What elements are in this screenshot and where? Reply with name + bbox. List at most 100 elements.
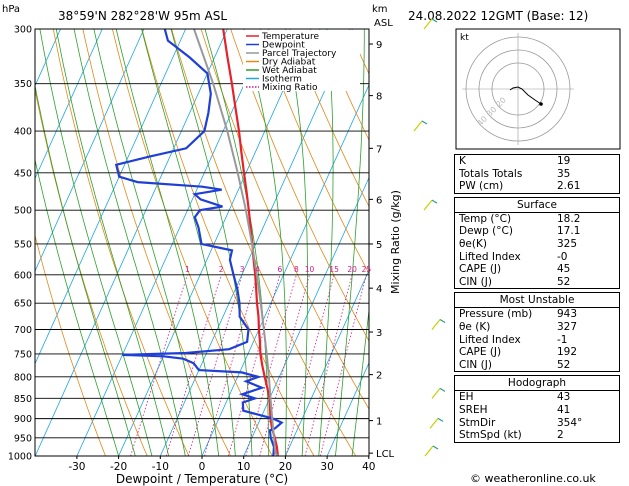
surface-name: CIN (J) xyxy=(459,275,492,288)
height-tick-label: 5 xyxy=(376,240,382,251)
indices-panel: K 19 Totals Totals 35 PW (cm) 2.61 Surface … xyxy=(454,154,620,446)
dry-adiabat-line xyxy=(289,29,369,208)
mixing-ratio-label: 1 xyxy=(185,265,190,274)
index-name: PW (cm) xyxy=(459,180,504,193)
wind-barbs xyxy=(413,18,446,457)
hodo-name: SREH xyxy=(459,403,488,416)
mu-value: 943 xyxy=(557,308,578,321)
wind-barb-flag xyxy=(421,120,428,125)
surface-name: CAPE (J) xyxy=(459,263,502,276)
mixing-ratio-label: 2 xyxy=(219,265,224,274)
datetime-title: 24.08.2022 12GMT (Base: 12) xyxy=(408,9,588,23)
isotherm-line xyxy=(35,29,145,273)
copyright-footer: © weatheronline.co.uk xyxy=(470,472,596,485)
pressure-tick-label: 500 xyxy=(14,206,32,217)
mixing-ratio-line xyxy=(304,274,353,456)
surface-row: Lifted Index -0 xyxy=(455,251,619,264)
surface-name: Temp (°C) xyxy=(459,212,512,225)
mu-value: -1 xyxy=(557,333,568,346)
mixing-ratio-line xyxy=(245,274,297,456)
pressure-tick-label: 850 xyxy=(14,394,32,405)
index-row-k: K 19 xyxy=(455,155,619,168)
hodo-name: EH xyxy=(459,391,474,404)
legend-label: Dewpoint xyxy=(262,41,305,51)
wet-adiabat-line xyxy=(73,29,186,456)
surface-value: 52 xyxy=(557,275,571,288)
mu-row: CIN (J) 52 xyxy=(455,359,619,372)
mu-row: CAPE (J) 192 xyxy=(455,346,619,359)
wind-barb xyxy=(431,387,441,399)
hodograph-table-title: Hodograph xyxy=(455,376,619,392)
legend-box xyxy=(243,30,360,91)
hodo-row: StmDir 354° xyxy=(455,417,619,430)
wind-barb-flag xyxy=(432,445,439,450)
hodo-value: 43 xyxy=(557,391,571,404)
surface-name: θe(K) xyxy=(459,237,487,250)
wind-barb-flag xyxy=(439,318,446,324)
hodo-value: 354° xyxy=(557,416,583,429)
x-tick-label: 10 xyxy=(237,461,250,473)
hodo-name: StmDir xyxy=(459,416,496,429)
pressure-tick-label: 350 xyxy=(14,79,32,90)
mixing-ratio-line xyxy=(285,274,335,456)
index-value: 19 xyxy=(557,155,571,167)
mu-value: 52 xyxy=(557,358,571,371)
surface-name: Lifted Index xyxy=(459,250,521,263)
hodograph-point xyxy=(539,102,543,106)
surface-row: Temp (°C) 18.2 xyxy=(455,213,619,226)
isotherm-line xyxy=(201,83,369,456)
wind-barb xyxy=(423,18,433,30)
isotherm-line xyxy=(35,29,228,456)
wind-barb xyxy=(429,417,439,429)
legend-label: Mixing Ratio xyxy=(262,83,318,93)
surface-row: CAPE (J) 45 xyxy=(455,263,619,276)
isotherm-line xyxy=(76,29,270,456)
mu-name: CAPE (J) xyxy=(459,346,502,359)
hodograph-unit-label: kt xyxy=(460,33,469,43)
series-dewpoint xyxy=(114,29,284,456)
mixing-ratio-label: 6 xyxy=(278,265,283,274)
wind-barb xyxy=(424,445,434,457)
surface-name: Dewp (°C) xyxy=(459,225,513,238)
height-tick-label: 7 xyxy=(376,144,382,155)
mixing-ratio-label: 4 xyxy=(255,265,260,274)
legend-label: Wet Adiabat xyxy=(262,66,317,76)
dry-adiabat-line xyxy=(230,29,369,342)
wind-barb-flag xyxy=(439,387,446,392)
hodograph-table: Hodograph EH 43 SREH 41 StmDir 354° StmSpd … xyxy=(454,375,620,443)
mu-name: θe (K) xyxy=(459,320,491,333)
isotherm-line xyxy=(35,29,103,180)
pressure-tick-label: 750 xyxy=(14,349,32,360)
mixing-ratio-label: 20 xyxy=(347,265,357,274)
height-tick-label: 9 xyxy=(376,40,382,51)
surface-row: θe(K) 325 xyxy=(455,238,619,251)
pressure-tick-label: 600 xyxy=(14,270,32,281)
km-unit-label: km xyxy=(372,4,388,15)
pressure-tick-label: 950 xyxy=(14,433,32,444)
x-tick-label: 20 xyxy=(279,461,292,473)
mixing-ratio-label: 10 xyxy=(305,265,315,274)
wet-adiabat-line xyxy=(285,29,308,456)
surface-value: 45 xyxy=(557,263,571,276)
mu-value: 327 xyxy=(557,320,578,333)
height-tick-label: 3 xyxy=(376,328,382,339)
mu-row: θe (K) 327 xyxy=(455,321,619,334)
hodo-value: 2 xyxy=(557,429,564,442)
height-tick-label: 6 xyxy=(376,195,382,206)
hpa-unit-label: hPa xyxy=(2,4,20,15)
pressure-tick-label: 700 xyxy=(14,325,32,336)
wind-barb-flag xyxy=(431,199,438,204)
hodo-name: StmSpd (kt) xyxy=(459,429,522,442)
index-name: K xyxy=(459,155,466,167)
mixing-ratio-label: 25 xyxy=(362,265,372,274)
pressure-tick-label: 400 xyxy=(14,127,32,138)
x-tick-label: -10 xyxy=(152,461,169,473)
legend-label: Temperature xyxy=(261,32,319,42)
wind-barb xyxy=(413,120,423,132)
index-value: 35 xyxy=(557,167,571,180)
index-value: 2.61 xyxy=(557,180,581,193)
wind-barb-flag xyxy=(437,417,444,422)
location-title: 38°59'N 282°28'W 95m ASL xyxy=(58,9,227,23)
x-tick-label: 30 xyxy=(320,461,333,473)
